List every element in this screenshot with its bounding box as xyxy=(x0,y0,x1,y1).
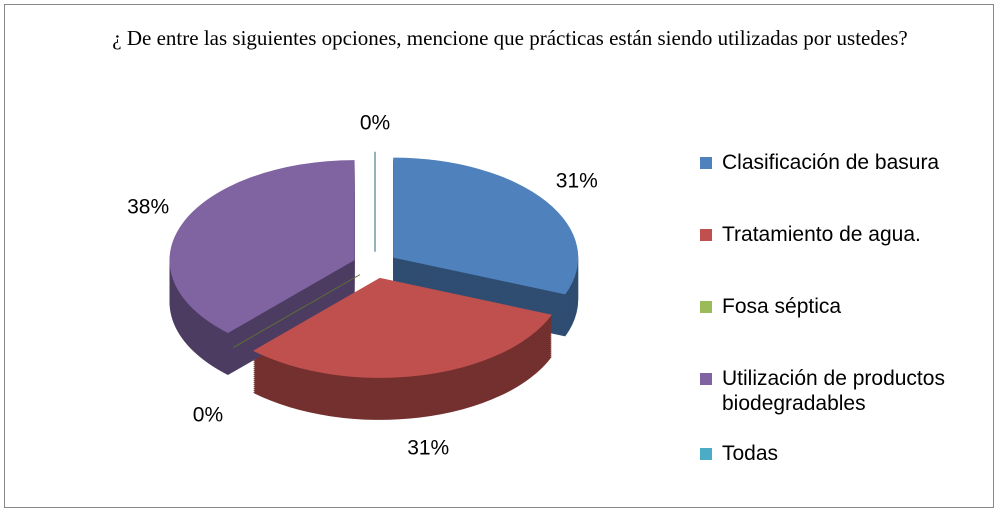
legend-label: Tratamiento de agua. xyxy=(722,223,921,246)
slice xyxy=(393,157,579,295)
data-label: 0% xyxy=(193,404,223,427)
legend-swatch xyxy=(700,301,712,313)
slice xyxy=(169,160,355,334)
data-label: 38% xyxy=(127,196,169,219)
legend-swatch xyxy=(700,157,712,169)
legend-item: Fosa séptica xyxy=(700,294,1000,319)
data-label: 31% xyxy=(407,437,449,460)
legend: Clasificación de basura Tratamiento de ag… xyxy=(700,150,1000,466)
slice xyxy=(233,274,361,348)
data-label: 31% xyxy=(556,170,598,193)
legend-label: Fosa séptica xyxy=(722,295,842,318)
legend-label: Clasificación de basura xyxy=(722,151,940,174)
legend-item: Utilización de productos biodegradables xyxy=(700,366,1000,416)
slice xyxy=(253,277,552,378)
legend-swatch xyxy=(700,448,712,460)
chart-title: ¿ De entre las siguientes opciones, menc… xyxy=(112,26,908,50)
legend-item: Tratamiento de agua. xyxy=(700,222,1000,247)
legend-item: Todas xyxy=(700,441,1000,466)
legend-item: Clasificación de basura xyxy=(700,150,1000,175)
data-label: 0% xyxy=(360,111,390,134)
legend-swatch xyxy=(700,229,712,241)
legend-swatch xyxy=(700,373,712,385)
legend-label: Utilización de productos biodegradables xyxy=(722,367,945,415)
chart-frame xyxy=(4,4,994,508)
legend-label: Todas xyxy=(722,442,779,465)
